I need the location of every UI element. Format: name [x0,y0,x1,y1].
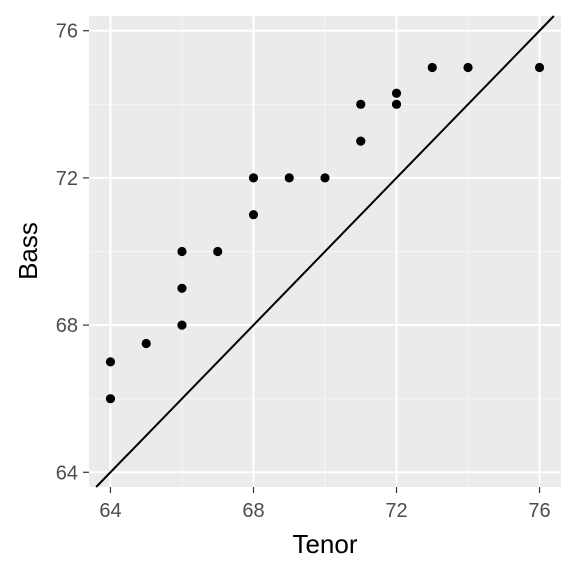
y-tick-label: 72 [56,168,78,190]
x-tick-labels: 64 68 72 76 [99,500,550,522]
data-point [177,320,187,330]
y-tick-label: 76 [56,21,78,43]
axis-ticks [83,30,541,493]
data-point [356,99,366,109]
x-tick-label: 72 [385,500,407,522]
y-tick-label: 64 [56,462,78,484]
data-point [284,173,294,183]
data-point [177,246,187,257]
data-point [463,62,473,73]
data-point [105,394,116,404]
x-tick-label: 76 [528,500,550,522]
data-point [248,210,259,220]
x-tick-label: 64 [99,500,121,522]
data-point [391,99,402,109]
x-axis-title: Tenor [292,529,357,559]
data-point [320,173,330,183]
y-tick-label: 68 [56,315,78,337]
x-tick-label: 68 [242,500,264,522]
data-point [213,246,223,257]
reference-line [95,15,555,488]
data-point [427,62,437,73]
data-point [248,173,259,183]
data-point [177,283,187,293]
data-point [141,338,151,349]
y-tick-labels: 64 68 72 76 [56,21,78,485]
y-axis-title: Bass [13,222,43,280]
data-point [356,136,366,146]
reference-line-layer [95,15,555,488]
data-points [105,62,545,404]
data-point [391,88,402,98]
data-point [105,357,116,367]
data-point [534,62,545,73]
